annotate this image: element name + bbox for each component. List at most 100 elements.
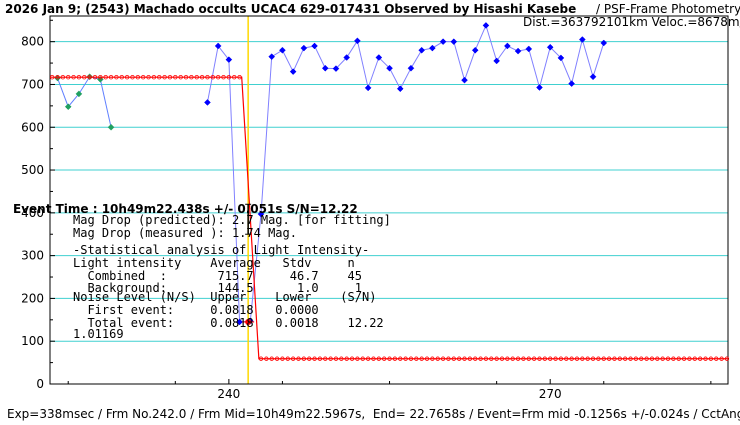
post_event-point (482, 22, 490, 29)
post_event-point (578, 36, 586, 43)
fit-point (258, 356, 264, 361)
fit-point (360, 356, 365, 361)
fit-point (226, 74, 232, 80)
fit-point (719, 356, 724, 361)
fit-point (569, 356, 574, 361)
pre_event-point (64, 103, 72, 111)
y-tick-label: 800 (21, 35, 44, 49)
fit-model-series (49, 74, 730, 361)
fit-point (558, 356, 564, 361)
post_event-point (525, 45, 533, 53)
post_event-point (311, 42, 318, 50)
post_event-point (493, 57, 500, 65)
fit-point (151, 74, 157, 80)
fit-point (232, 74, 237, 80)
fit-point (622, 356, 628, 361)
pre_event-line (57, 76, 112, 128)
noise-total-event: Total event: 0.0818 0.0018 12.22 (73, 316, 384, 330)
fit-point (173, 74, 178, 80)
fit-point (633, 356, 639, 361)
fit-point (108, 74, 114, 80)
y-tick-label: 600 (21, 120, 44, 134)
y-tick-label: 0 (36, 377, 44, 391)
fit-point (339, 356, 344, 361)
post_event-point (343, 54, 351, 61)
fit-point (215, 74, 221, 80)
fit-point (596, 356, 601, 361)
y-tick-label: 500 (21, 163, 44, 177)
fit-point (531, 356, 537, 361)
fit-point (697, 356, 703, 361)
fit-point (414, 356, 419, 361)
post_event-point (418, 46, 426, 54)
post_event-point (439, 38, 447, 46)
fit-point (210, 74, 216, 80)
fit-point (676, 356, 681, 361)
fit-point (237, 74, 242, 80)
post-event-series (204, 22, 608, 326)
post_event-point (354, 37, 361, 45)
stat-combined: Combined : 715.7 46.7 45 (73, 269, 362, 283)
fit-point (617, 356, 623, 361)
fit-point (221, 74, 226, 80)
post_event-point (236, 318, 243, 326)
fit-point (264, 356, 269, 361)
fit-point (655, 356, 660, 361)
fit-point (130, 74, 135, 80)
fit-point (355, 356, 360, 361)
fit-point (280, 356, 285, 361)
fit-point (687, 356, 692, 361)
fit-point (301, 356, 307, 361)
fit-point (103, 74, 108, 80)
fit-point (478, 356, 483, 361)
fit-point (87, 74, 92, 80)
fit-point (398, 356, 403, 361)
pre_event-point (75, 90, 83, 98)
fit-point (681, 356, 687, 361)
fit-point (499, 356, 505, 361)
fit-point (419, 356, 424, 361)
fit-point (708, 356, 714, 361)
axis-ticks: 0100200300400500600700800210240270 (21, 19, 712, 401)
fit-point (376, 356, 382, 361)
fit-point (119, 74, 124, 80)
fit-point (349, 356, 355, 361)
post_event-point (279, 46, 286, 54)
noise-level-header: Noise Level (N/S) Upper Lower (S/N) (73, 290, 376, 304)
fit-point (98, 74, 103, 80)
post_event-point (396, 85, 404, 93)
post_event-point (289, 68, 297, 75)
fit-point (649, 356, 655, 361)
fit-point (467, 356, 473, 361)
fit-point (665, 356, 671, 361)
post_event-point (471, 46, 479, 54)
fit-point (462, 356, 467, 361)
post_event-point (375, 54, 383, 61)
fit-point (157, 74, 162, 80)
stat-header: Light intensity Average Stdv n (73, 256, 355, 270)
chart-title: 2026 Jan 9; (2543) Machado occults UCAC4… (5, 2, 576, 16)
fit-point (55, 74, 60, 80)
fit-point (483, 356, 489, 361)
fit-point (76, 74, 82, 80)
y-tick-label: 700 (21, 77, 44, 91)
fit-point (162, 74, 167, 80)
grid-lines (50, 41, 728, 342)
fit-point (49, 74, 55, 80)
fit-point (146, 74, 151, 80)
fit-point (440, 356, 446, 361)
x-tick-label: 240 (217, 387, 240, 401)
fit-point (189, 74, 194, 80)
fit-point (60, 74, 66, 80)
fit-point (312, 356, 317, 361)
fit-point (333, 356, 339, 361)
fit-point (296, 356, 301, 361)
fit-point (473, 356, 478, 361)
mag-drop-predicted: Mag Drop (predicted): 2.7 Mag. [for fitt… (73, 213, 391, 227)
fit-point (140, 74, 146, 80)
fit-point (660, 356, 665, 361)
fit-point (590, 356, 596, 361)
fit-point (92, 74, 98, 80)
fit-point (274, 356, 280, 361)
fit-point (381, 356, 387, 361)
